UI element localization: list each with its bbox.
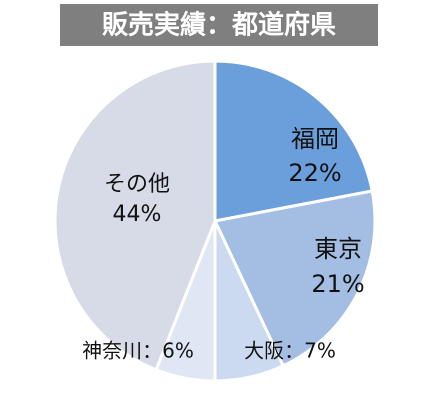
data-label: その他 xyxy=(104,172,170,197)
pie-slice xyxy=(212,189,377,368)
data-label: 21% xyxy=(311,270,364,298)
data-label: 神奈川：6% xyxy=(82,339,194,363)
pie-slice xyxy=(53,59,217,372)
data-label: 東京 xyxy=(314,235,362,263)
data-label: 大阪：7% xyxy=(244,339,336,363)
data-label: 44% xyxy=(113,202,162,227)
data-label: 福岡 xyxy=(291,125,339,153)
pie-slice xyxy=(213,59,374,223)
data-label: 22% xyxy=(288,159,341,187)
chart-title: 販売実績：都道府県 xyxy=(102,10,336,41)
title-banner xyxy=(60,4,378,46)
